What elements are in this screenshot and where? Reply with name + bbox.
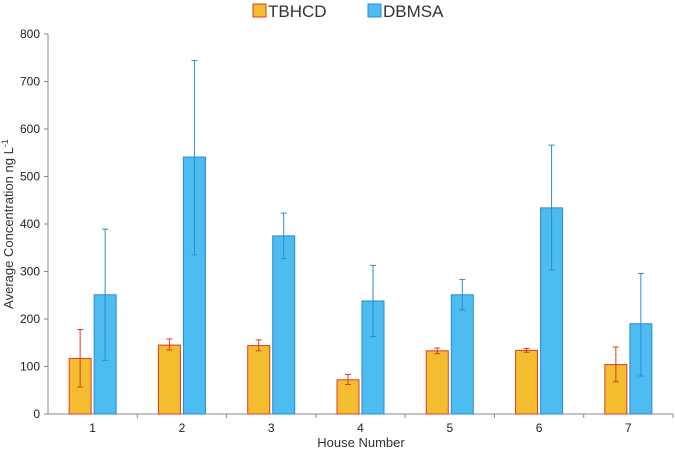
bar-tbhcd-6 xyxy=(515,349,539,415)
bar-dbmsa-5 xyxy=(450,294,474,415)
y-tick-label: 800 xyxy=(20,27,40,41)
y-tick-label: 500 xyxy=(20,170,40,184)
y-tick-label: 600 xyxy=(20,122,40,136)
bars xyxy=(68,156,653,415)
x-axis-ticks: 1 2 3 4 5 6 7 xyxy=(89,414,674,435)
y-tick-label: 700 xyxy=(20,75,40,89)
y-tick-label: 400 xyxy=(20,217,40,231)
y-axis-title-text: Average Concentration ng L xyxy=(1,147,16,309)
x-tick-label: 6 xyxy=(536,421,543,435)
y-tick-label: 100 xyxy=(20,360,40,374)
y-tick-label: 200 xyxy=(20,312,40,326)
y-tick-label: 300 xyxy=(20,265,40,279)
legend-swatch-dbmsa xyxy=(367,3,382,18)
y-tick-label: 0 xyxy=(33,407,40,421)
bar-tbhcd-5 xyxy=(425,350,449,415)
x-tick-label: 5 xyxy=(446,421,453,435)
x-axis-title: House Number xyxy=(317,435,405,450)
y-axis-title: Average Concentration ng L-1 xyxy=(0,139,16,309)
x-tick-label: 2 xyxy=(179,421,186,435)
bar-dbmsa-3 xyxy=(272,235,296,415)
bar-tbhcd-2 xyxy=(157,344,181,415)
bar-tbhcd-3 xyxy=(247,345,271,415)
x-tick-label: 4 xyxy=(357,421,364,435)
y-axis-title-superscript: -1 xyxy=(0,139,10,147)
y-axis-ticks: 0 100 200 300 400 500 600 700 800 xyxy=(20,27,48,421)
x-tick-label: 1 xyxy=(89,421,96,435)
x-tick-label: 3 xyxy=(268,421,275,435)
error-bars xyxy=(77,60,644,388)
legend: TBHCD DBMSA xyxy=(252,2,444,21)
legend-label-tbhcd: TBHCD xyxy=(268,2,327,21)
legend-swatch-tbhcd xyxy=(252,3,267,18)
x-tick-label: 7 xyxy=(625,421,632,435)
legend-label-dbmsa: DBMSA xyxy=(383,2,444,21)
